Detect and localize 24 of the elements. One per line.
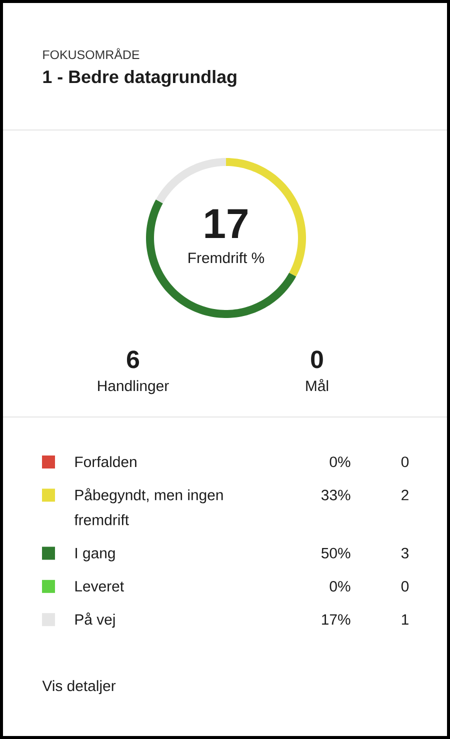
- legend-label: Påbegyndt, men ingen fremdrift: [74, 488, 223, 526]
- data-label: 50%: [321, 548, 350, 558]
- text: Fremdrift %: [188, 252, 264, 264]
- text: 0: [401, 580, 409, 592]
- text: Mål: [306, 378, 328, 392]
- legend-label: Leveret: [75, 581, 124, 592]
- data-label: 17%: [322, 614, 350, 625]
- text: 17: [205, 209, 248, 238]
- text: 0: [401, 456, 409, 468]
- data-label: 33%: [321, 490, 350, 500]
- legend-label: Forfalden: [75, 456, 136, 468]
- text: 6: [126, 350, 140, 368]
- text: 0%: [330, 456, 350, 468]
- legend-label: I gang: [76, 548, 115, 562]
- text: 1: [402, 614, 408, 625]
- text: 3: [401, 548, 409, 558]
- text: Vis detaljer: [42, 680, 116, 694]
- text: 0: [311, 350, 323, 368]
- text: Handlinger: [98, 380, 169, 394]
- chart-subtitle: FOKUSOMRÅDE: [43, 48, 140, 60]
- legend-label: På vej: [75, 612, 115, 628]
- text: 2: [402, 490, 408, 500]
- text: 0%: [330, 580, 350, 592]
- chart-title: 1 - Bedre datagrundlag: [43, 70, 236, 87]
